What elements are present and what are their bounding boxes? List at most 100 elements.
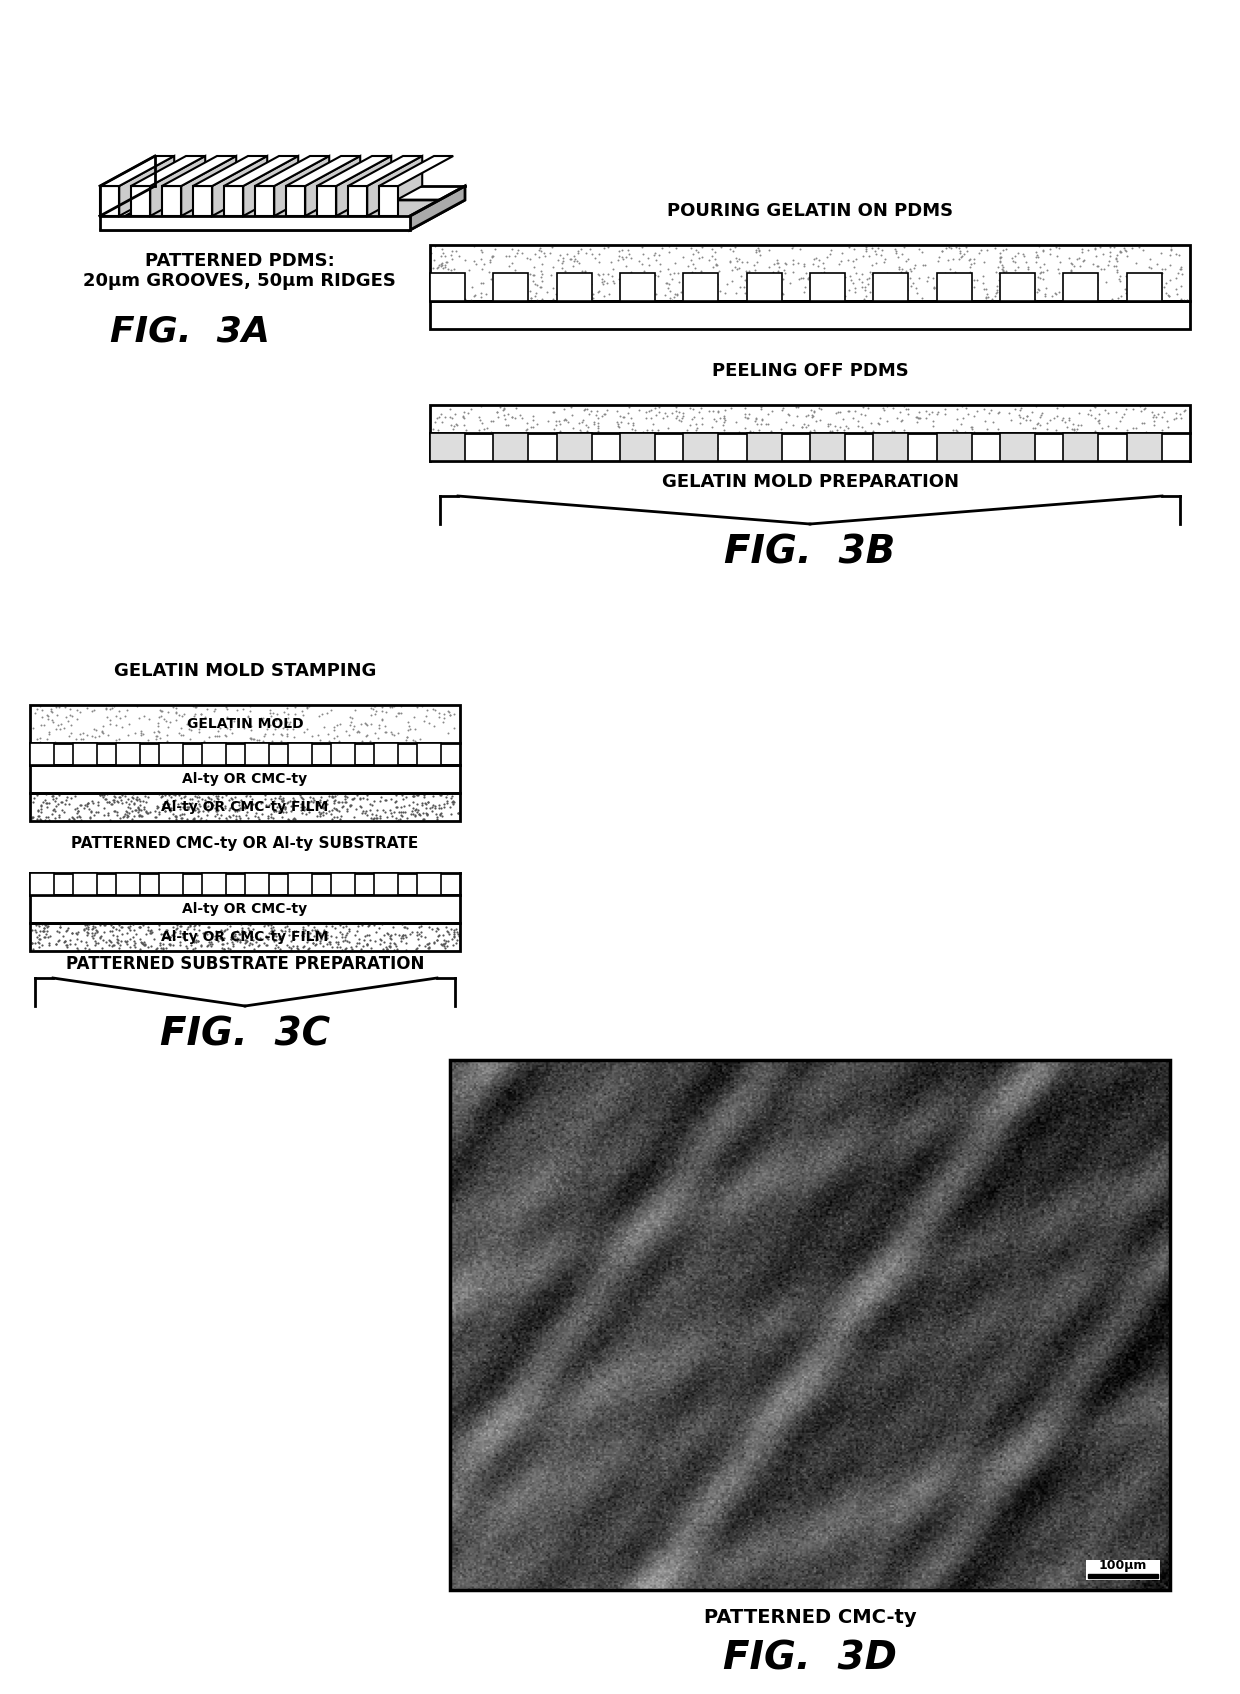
Point [221,923,241,950]
Point [526,283,546,310]
Bar [30,894,460,923]
Point [78,793,98,820]
Point [481,407,501,434]
Point [286,932,306,959]
Point [186,701,206,728]
Point [753,407,773,434]
Point [589,278,609,305]
Point [58,708,78,735]
Point [100,806,120,833]
Point [1154,256,1174,283]
Point [472,269,492,296]
Point [186,693,206,720]
Point [303,784,322,811]
Point [882,280,901,307]
Point [103,918,123,945]
Point [157,916,177,944]
Point [624,271,644,298]
Point [1011,396,1030,424]
Point [388,700,408,727]
Point [544,398,564,425]
Point [1071,269,1091,296]
Point [410,913,430,940]
Point [1099,247,1118,274]
Point [564,247,584,274]
Point [234,920,254,947]
Point [324,789,343,817]
Point [196,791,216,818]
Point [154,930,174,957]
Point [372,698,392,725]
Point [317,930,337,957]
Point [1125,261,1145,288]
Point [1042,283,1061,310]
Point [844,235,864,263]
Point [149,911,169,938]
Point [241,922,260,949]
Point [954,403,973,430]
Point [466,251,486,278]
Point [843,247,863,274]
Point [646,246,666,273]
Point [1121,283,1141,310]
Point [179,793,198,820]
Point [474,251,494,278]
Point [889,252,909,280]
Point [57,932,77,959]
Point [336,935,356,962]
Point [136,798,156,825]
Point [582,285,601,312]
Point [908,403,928,430]
Point [751,410,771,437]
Point [692,405,712,432]
Point [444,916,464,944]
Point [56,927,76,954]
Point [86,717,105,744]
Point [680,395,699,422]
Point [335,927,355,954]
Point [723,237,743,264]
Point [434,932,454,959]
Point [117,928,136,955]
Point [423,437,443,464]
Point [1037,257,1056,285]
Bar [620,434,655,461]
Point [93,927,113,954]
Point [1128,281,1148,308]
Point [935,396,955,424]
Point [149,800,169,827]
Point [427,803,446,830]
Point [293,933,312,960]
Point [945,276,965,303]
Point [195,794,215,822]
Point [156,925,176,952]
Point [311,800,331,827]
Point [784,257,804,285]
Point [131,928,151,955]
Point [134,703,154,730]
Point [775,249,795,276]
Point [156,727,176,754]
Point [1148,400,1168,427]
Point [413,806,433,833]
Point [699,280,719,307]
Point [29,803,48,830]
Point [109,698,129,725]
Point [150,725,170,752]
Point [1138,266,1158,293]
Point [61,930,81,957]
Point [378,747,398,774]
Point [166,803,186,830]
Point [729,418,749,446]
Point [215,722,234,749]
Point [250,713,270,740]
Point [118,722,138,749]
Point [1019,285,1039,312]
Point [103,913,123,940]
Point [202,784,222,811]
Point [74,915,94,942]
Point [428,923,448,950]
Point [1147,432,1167,459]
Point [86,739,105,766]
Point [316,786,336,813]
